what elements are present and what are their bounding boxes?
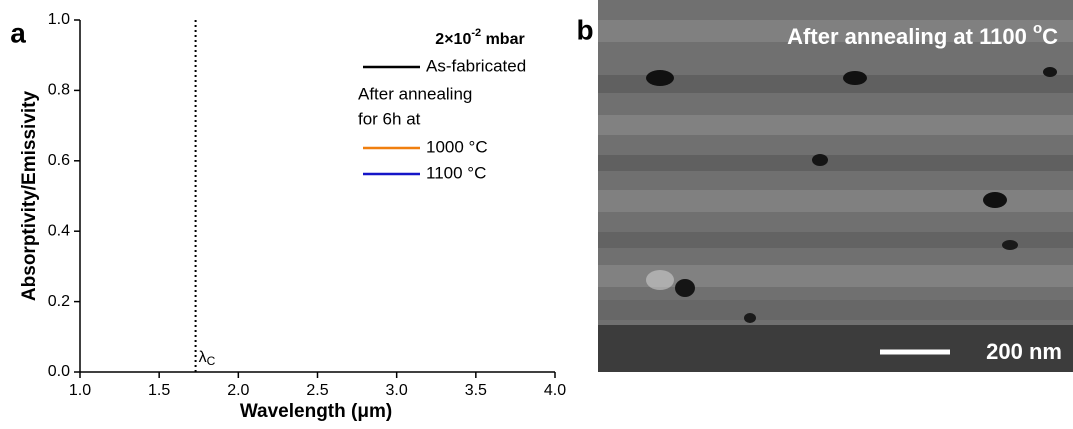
legend-label: 1100 °C [426,163,486,182]
y-tick-label: 0.8 [48,82,70,99]
y-tick-label: 0.0 [48,363,70,380]
x-tick-label: 1.5 [148,382,170,399]
legend-label: 1000 °C [426,137,488,156]
image-caption: After annealing at 1100 oC [787,20,1058,49]
reference-label: λC [199,349,216,368]
reference-label-text: λ [199,349,207,366]
y-tick-label: 1.0 [48,11,70,28]
x-tick-label: 2.0 [227,382,249,399]
x-tick-label: 3.5 [465,382,487,399]
x-tick-label: 2.5 [306,382,328,399]
caption-superscript: o [1033,20,1042,37]
x-tick-label: 4.0 [544,382,566,399]
reference-label-subscript: C [207,354,216,368]
legend-title-unit: mbar [481,31,525,48]
caption-unit: C [1042,24,1058,49]
legend-title: 2×10-2 mbar [435,27,524,48]
legend-title-exponent: -2 [471,27,481,39]
scale-bar-label: 200 nm [986,339,1062,364]
x-axis-label: Wavelength (μm) [240,401,392,422]
y-tick-label: 0.2 [48,293,70,310]
legend-note: for 6h at [358,109,421,128]
legend-label: As-fabricated [426,56,526,75]
y-tick-label: 0.4 [48,222,70,239]
panel-label: b [576,14,593,45]
legend-note: After annealing [358,84,472,103]
y-tick-label: 0.6 [48,152,70,169]
panel-label: a [10,17,26,48]
x-tick-label: 3.0 [386,382,408,399]
sem-image [598,0,1073,372]
legend-title-base: 2×10 [435,31,471,48]
x-tick-label: 1.0 [69,382,91,399]
y-axis-label: Absorptivity/Emissivity [19,91,40,302]
caption-text: After annealing at 1100 [787,24,1033,49]
